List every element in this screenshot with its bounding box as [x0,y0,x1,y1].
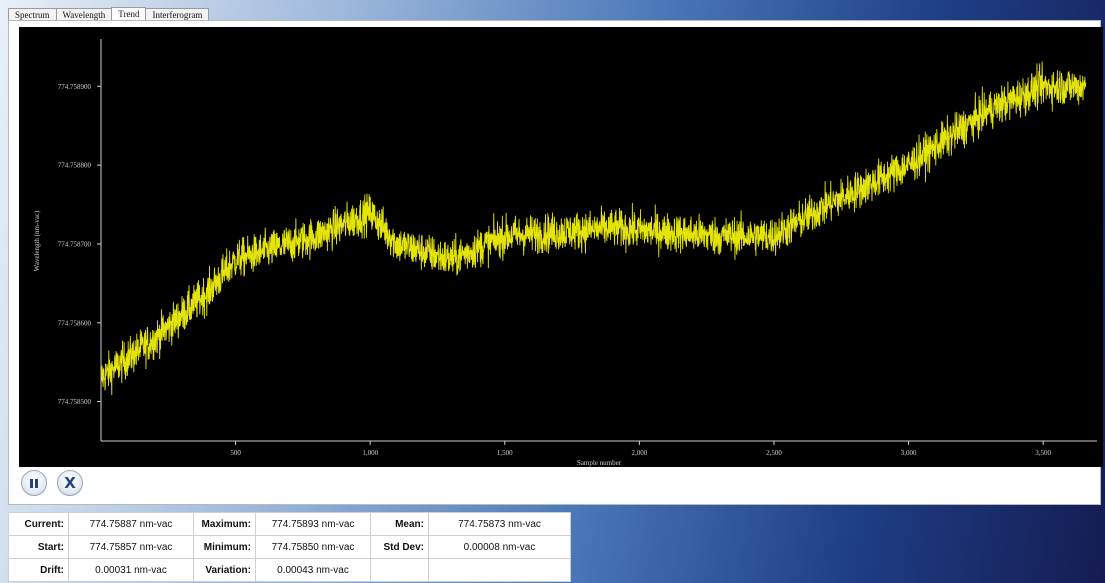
close-x-icon: X [64,473,76,492]
mean-value: 774.75873 nm-vac [428,512,571,536]
variation-value: 0.00043 nm-vac [255,558,371,582]
x-tick-label: 1,500 [497,449,513,457]
y-tick-label: 774.758600 [58,319,92,327]
empty-label [370,558,429,582]
statistics-table: Current: 774.75887 nm-vac Maximum: 774.7… [8,512,571,582]
empty-value [428,558,571,582]
x-axis-title: Sample number [577,459,622,467]
y-tick-label: 774.758700 [58,240,92,248]
y-tick-label: 774.758900 [58,83,92,91]
std-dev-value: 0.00008 nm-vac [428,535,571,559]
pause-button[interactable] [21,470,47,496]
x-axis-ticks: 500 1,000 1,500 2,000 2,500 3,000 3,500 [230,441,1052,457]
current-label: Current: [8,512,69,536]
maximum-value: 774.75893 nm-vac [255,512,371,536]
std-dev-label: Std Dev: [370,535,429,559]
y-axis-ticks: 774.758500 774.758600 774.758700 774.758800… [58,83,101,406]
stats-row: Current: 774.75887 nm-vac Maximum: 774.7… [8,512,571,536]
y-axis-title: Wavelength (nm-vac) [33,210,41,271]
x-tick-label: 3,500 [1035,449,1051,457]
stats-row: Drift: 0.00031 nm-vac Variation: 0.00043… [8,558,571,582]
drift-label: Drift: [8,558,69,582]
trend-panel: 774.758500 774.758600 774.758700 774.758800… [8,20,1103,505]
tab-bar: Spectrum Wavelength Trend Interferogram [8,7,210,21]
pause-icon [30,478,38,488]
y-tick-label: 774.758800 [58,162,92,170]
stop-button[interactable]: X [57,470,83,496]
minimum-value: 774.75850 nm-vac [255,535,371,559]
x-tick-label: 2,500 [766,449,782,457]
maximum-label: Maximum: [193,512,256,536]
mean-label: Mean: [370,512,429,536]
trend-series-line [100,61,1087,396]
x-tick-label: 2,000 [632,449,648,457]
start-label: Start: [8,535,69,559]
tab-trend[interactable]: Trend [111,7,147,21]
current-value: 774.75887 nm-vac [68,512,194,536]
y-tick-label: 774.758500 [58,398,92,406]
x-tick-label: 3,000 [901,449,917,457]
variation-label: Variation: [193,558,256,582]
x-tick-label: 500 [230,449,241,457]
drift-value: 0.00031 nm-vac [68,558,194,582]
trend-chart: 774.758500 774.758600 774.758700 774.758800… [19,27,1103,467]
x-tick-label: 1,000 [362,449,378,457]
minimum-label: Minimum: [193,535,256,559]
start-value: 774.75857 nm-vac [68,535,194,559]
stats-row: Start: 774.75857 nm-vac Minimum: 774.758… [8,535,571,559]
